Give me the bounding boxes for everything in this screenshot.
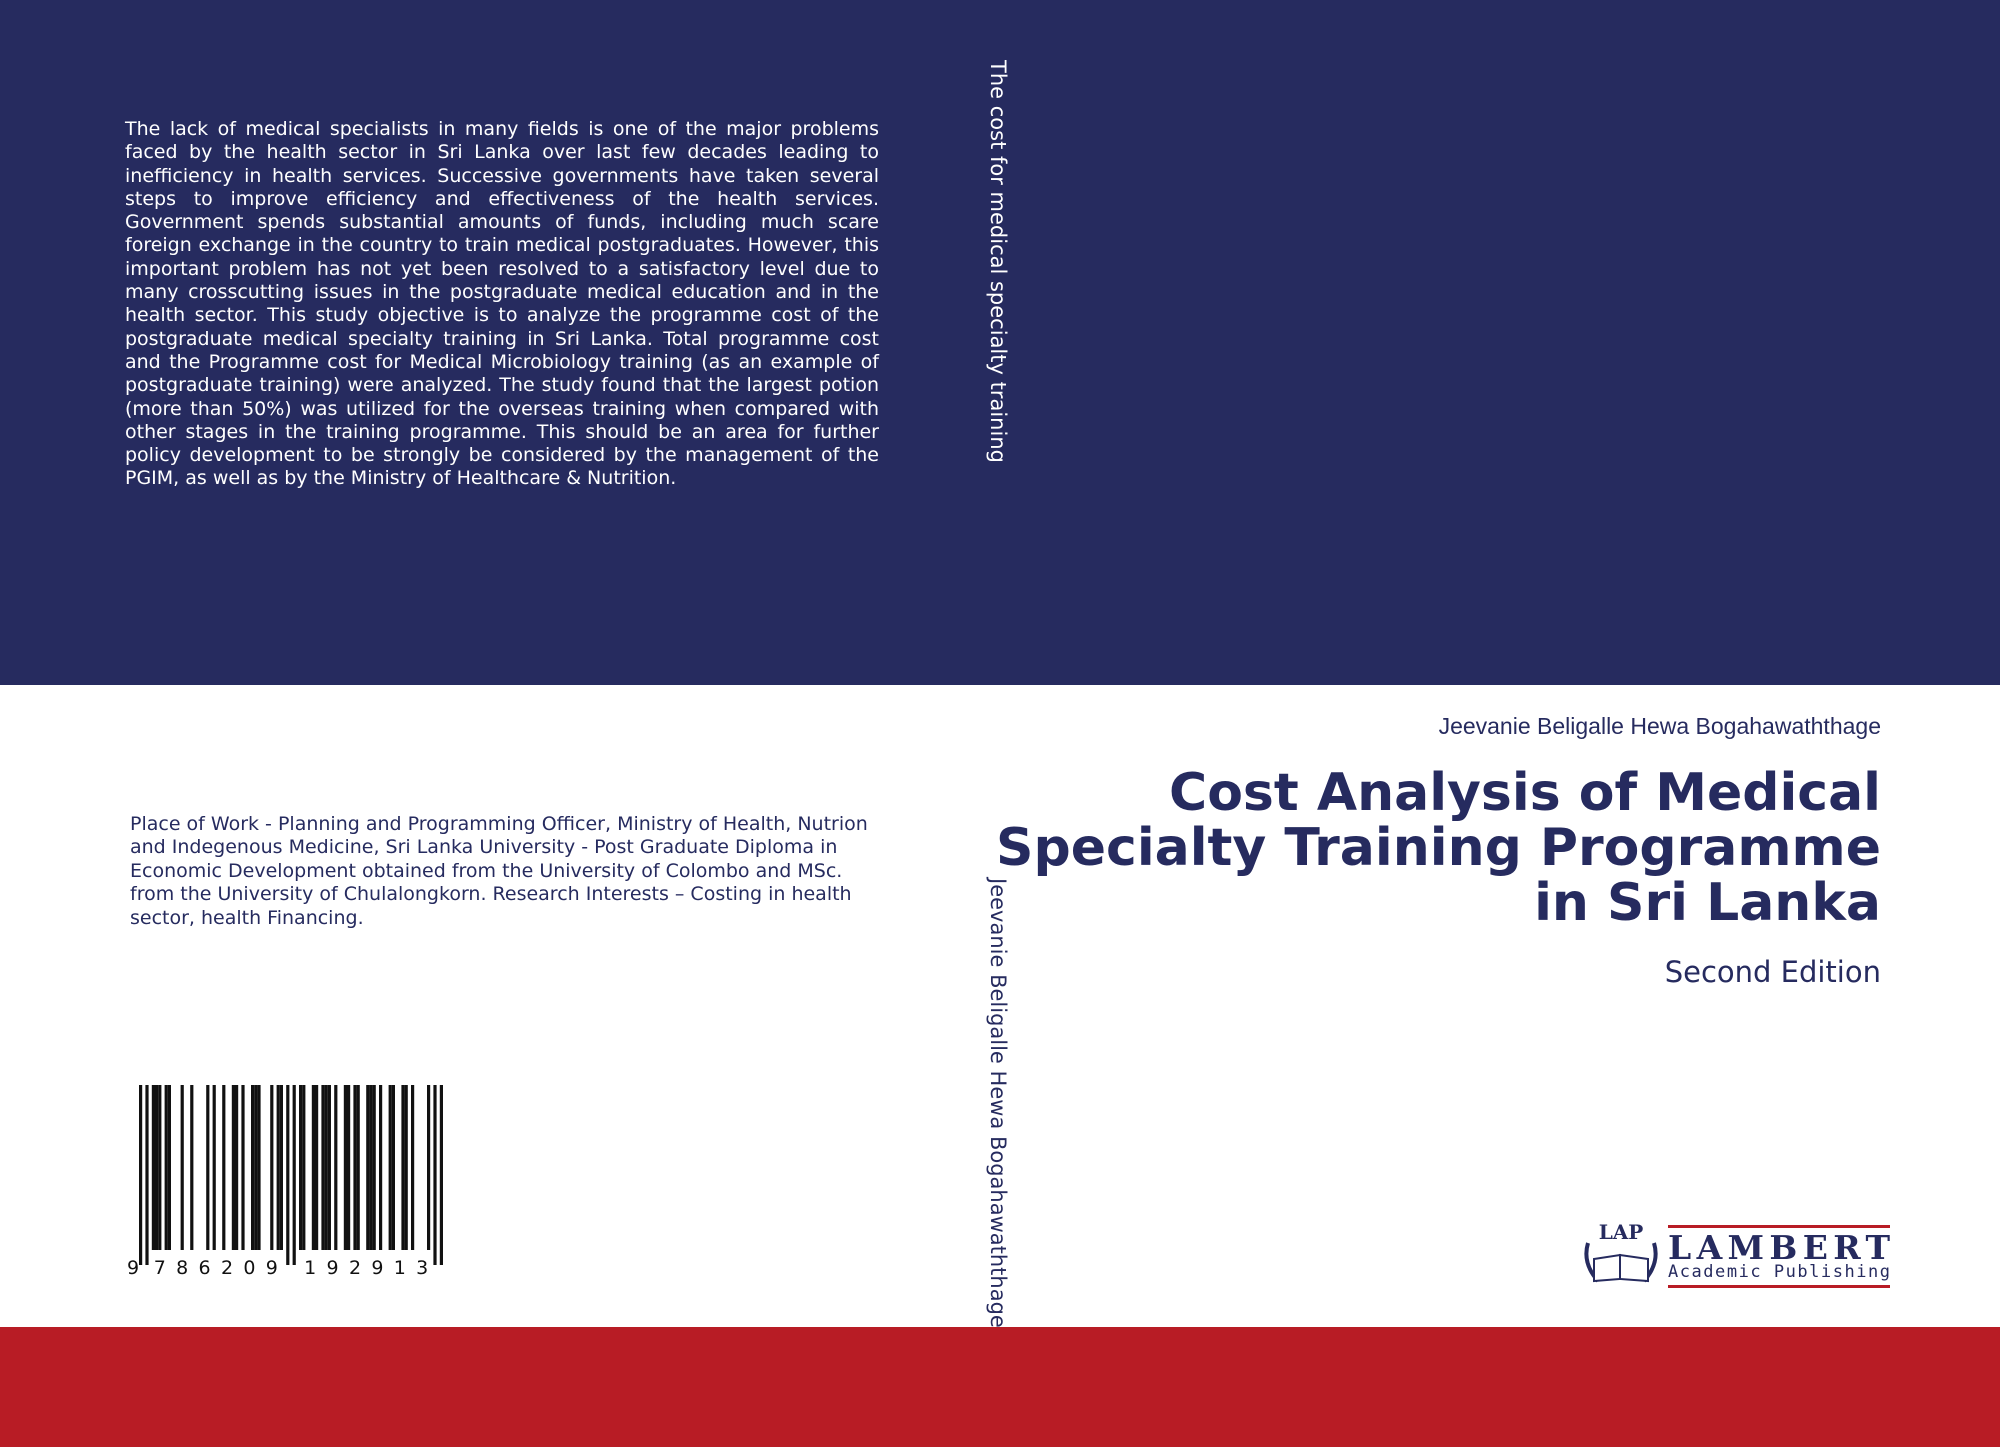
barcode-digit: 6	[199, 1257, 211, 1279]
barcode-bar	[241, 1085, 245, 1250]
barcode-bar	[139, 1085, 143, 1265]
barcode-bar	[379, 1085, 383, 1250]
barcode-bar	[190, 1085, 194, 1250]
barcode-digit: 7	[154, 1257, 166, 1279]
barcode-bar	[439, 1085, 443, 1265]
barcode-bar	[145, 1085, 149, 1265]
barcode-bar	[356, 1085, 360, 1250]
barcode-bar	[235, 1085, 239, 1250]
red-band	[0, 1327, 2000, 1447]
barcode-digit: 1	[304, 1257, 316, 1279]
barcode-bar	[231, 1085, 235, 1250]
barcode-bar	[372, 1085, 376, 1250]
author-bio: Place of Work - Planning and Programming…	[130, 813, 868, 929]
barcode-bar	[180, 1085, 184, 1250]
publisher-logo: LAP LAMBERT Academic Publishing	[1584, 1220, 1890, 1288]
barcode-bar	[222, 1085, 226, 1250]
barcode-bar	[391, 1085, 395, 1250]
barcode-bar	[276, 1085, 280, 1250]
barcode-bar	[299, 1085, 303, 1250]
barcode-digit: 9	[266, 1257, 278, 1279]
barcode-digit: 9	[327, 1257, 339, 1279]
barcode-bar	[286, 1085, 290, 1265]
barcode-bar	[279, 1085, 283, 1250]
barcode-digit: 8	[176, 1257, 188, 1279]
svg-text:LAP: LAP	[1599, 1220, 1644, 1244]
barcode-bar	[353, 1085, 357, 1250]
barcode-digit: 2	[349, 1257, 361, 1279]
spine-title: The cost for medical specialty training	[986, 60, 1010, 463]
barcode-bar	[411, 1085, 415, 1250]
laurel-book-icon: LAP	[1584, 1220, 1658, 1283]
barcode-bar	[270, 1085, 274, 1250]
barcode-bar	[401, 1085, 405, 1250]
barcode-bar	[327, 1085, 331, 1250]
publisher-subtitle: Academic Publishing	[1668, 1262, 1890, 1282]
barcode-digit: 1	[394, 1257, 406, 1279]
barcode-bar	[366, 1085, 370, 1250]
spine-author: Jeevanie Beligalle Hewa Bogahawaththage	[986, 878, 1010, 1328]
barcode-bar	[257, 1085, 261, 1250]
back-cover-blurb: The lack of medical specialists in many …	[125, 118, 879, 490]
edition-label: Second Edition	[1664, 955, 1881, 989]
barcode-bar	[292, 1085, 296, 1265]
barcode-bar	[151, 1085, 155, 1250]
barcode-bar	[212, 1085, 216, 1250]
barcode-bar	[251, 1085, 255, 1250]
barcode-bar	[206, 1085, 210, 1250]
barcode-bar	[315, 1085, 319, 1250]
barcode-bar	[334, 1085, 338, 1250]
barcode-digit: 2	[221, 1257, 233, 1279]
barcode-bar	[155, 1085, 159, 1250]
navy-band	[0, 0, 2000, 685]
barcode-bar	[254, 1085, 258, 1250]
barcode-bar	[427, 1085, 431, 1250]
barcode-bar	[321, 1085, 325, 1250]
barcode-bar	[433, 1085, 437, 1265]
barcode-bar	[324, 1085, 328, 1250]
barcode-bar	[311, 1085, 315, 1250]
front-author: Jeevanie Beligalle Hewa Bogahawaththage	[1438, 713, 1881, 739]
barcode-bar	[343, 1085, 347, 1250]
barcode-digit: 9	[371, 1257, 383, 1279]
book-title: Cost Analysis of Medical Specialty Train…	[996, 763, 1881, 933]
barcode-bar	[388, 1085, 392, 1250]
barcode-bar	[347, 1085, 351, 1250]
barcode-digit: 3	[416, 1257, 428, 1279]
barcode-bar	[164, 1085, 168, 1250]
barcode-digit: 0	[243, 1257, 255, 1279]
barcode-bar	[404, 1085, 408, 1250]
barcode-bar	[369, 1085, 373, 1250]
barcode-bar	[167, 1085, 171, 1250]
publisher-name: LAMBERT	[1668, 1228, 1890, 1267]
barcode-bar	[158, 1085, 162, 1250]
barcode-digit: 9	[127, 1257, 139, 1279]
barcode-bar	[302, 1085, 306, 1250]
